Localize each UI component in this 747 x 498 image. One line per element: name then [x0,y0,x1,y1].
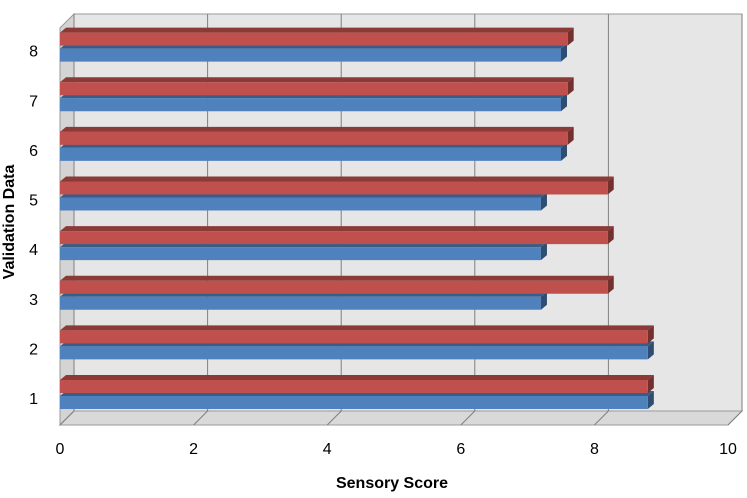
x-axis-title: Sensory Score [336,475,448,492]
bar-top [60,77,574,83]
y-tick-label: 1 [29,391,38,408]
x-tick-label: 10 [719,441,737,458]
bar-top [60,126,574,132]
bar [60,192,547,211]
bar-front [60,296,541,310]
bar-top [60,325,654,331]
bar-end [540,192,547,211]
bar [60,77,574,96]
bar-front [60,131,568,145]
bar-end [647,325,654,344]
bar-front [60,396,648,409]
bar-front [60,231,608,245]
bar-end [561,142,567,161]
bar-front [60,32,568,46]
y-tick-label: 7 [29,93,38,110]
bar-front [60,346,648,360]
y-axis-title: Validation Data [1,165,18,280]
bar [60,142,567,161]
bar-end [607,275,614,294]
gridline-floor [594,410,609,426]
x-tick-label: 0 [56,441,65,458]
x-tick-labels: 0 2 4 6 8 10 [56,441,737,458]
gridline-floor [59,410,75,426]
gridline-floor [460,410,476,426]
bar-front [60,330,648,344]
bar [60,291,547,310]
bar-front [60,147,561,161]
bar-end [607,176,614,195]
bar-top [60,275,614,281]
bar-end [647,391,654,409]
bar-front [60,197,541,211]
bar-end [647,375,654,393]
x-tick-label: 2 [189,441,198,458]
bar-end [561,43,567,62]
x-tick-label: 4 [323,441,332,458]
bar-end [540,291,547,310]
bar-top [60,176,614,182]
bar-end [567,27,574,46]
bar-end [540,242,547,261]
gridline-floor [727,410,743,426]
bar [60,375,654,393]
y-tick-label: 3 [29,292,38,309]
bar-top [60,375,654,380]
bar [60,325,654,344]
bar-front [60,280,608,294]
bar-end [567,126,574,145]
bar-front [60,380,648,393]
bar [60,391,654,409]
bar [60,176,614,195]
bar-front [60,48,561,62]
bar-front [60,98,561,112]
bar-front [60,247,541,261]
bar [60,242,547,261]
floor [58,410,744,426]
bar-end [567,77,574,96]
bar [60,126,574,145]
plot-walls [58,12,744,427]
gridline-floor [326,410,342,426]
y-tick-label: 6 [29,143,38,160]
x-tick-label: 8 [590,441,599,458]
y-tick-label: 4 [29,242,38,259]
side-wall [59,12,75,427]
bar [60,226,614,245]
bar-top [60,226,614,232]
gridline-floor [193,410,208,426]
bar [60,275,614,294]
bar-marks [60,27,654,409]
bar [60,27,574,46]
bar [60,43,567,62]
bar-front [60,181,608,195]
bar [60,341,654,360]
y-tick-label: 5 [29,193,38,210]
x-tick-label: 6 [456,441,465,458]
bar-front [60,82,568,96]
bar [60,93,567,112]
y-tick-label: 2 [29,341,38,358]
bar-top [60,27,574,33]
bar-end [561,93,567,112]
y-tick-labels: 1 2 3 4 5 6 7 8 [29,44,38,408]
bar-end [647,341,654,360]
y-tick-label: 8 [29,44,38,61]
bar-end [607,226,614,245]
